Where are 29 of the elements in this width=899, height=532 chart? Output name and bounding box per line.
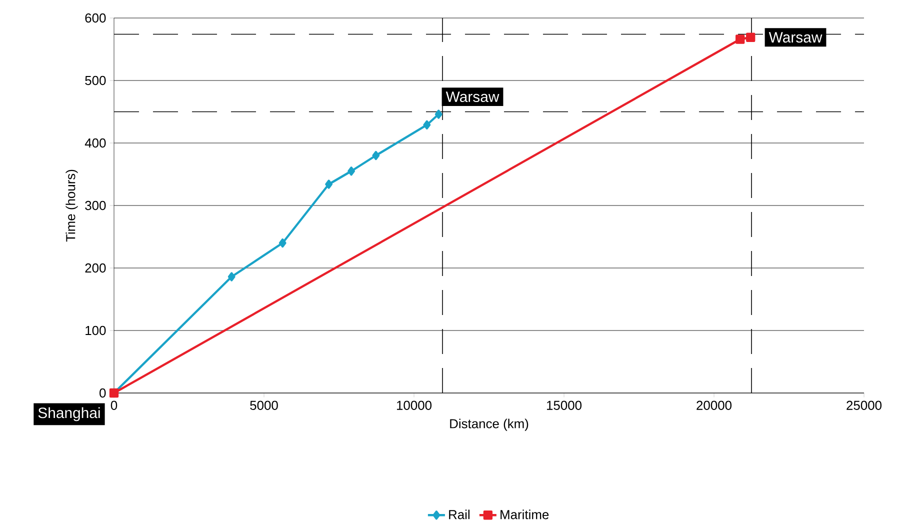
annotation: Shanghai: [38, 407, 100, 422]
point: [423, 120, 431, 130]
point: [228, 272, 236, 282]
x-tick-label: 15000: [546, 400, 582, 410]
point: [434, 110, 442, 119]
annotation: Warsaw: [446, 92, 500, 102]
point: [372, 150, 380, 160]
point: [746, 32, 756, 42]
point: [348, 166, 356, 176]
x-tick-label: 0: [110, 400, 118, 410]
x-tick-label: 25000: [846, 400, 882, 410]
x-tick-label: 5000: [250, 400, 278, 410]
point: [325, 180, 333, 189]
y-tick-label: 600: [85, 13, 106, 23]
annotation: Warsaw: [768, 32, 822, 43]
legend-label: Rail: [449, 510, 470, 520]
y-tick-label: 0: [100, 388, 106, 398]
y-tick-label: 400: [84, 138, 106, 148]
y-tick-label: 300: [85, 200, 106, 210]
y-tick-label: 200: [85, 263, 106, 273]
point: [736, 34, 745, 44]
legend-label: Maritime: [500, 510, 549, 520]
x-axis-title: Distance (km): [450, 418, 528, 431]
x-tick-label: 20000: [696, 400, 732, 410]
y-axis-title: Time (hours): [66, 170, 78, 242]
x-tick-label: 10000: [396, 400, 432, 410]
point: [278, 238, 286, 248]
y-tick-label: 500: [85, 76, 106, 86]
y-tick-label: 100: [86, 326, 106, 336]
